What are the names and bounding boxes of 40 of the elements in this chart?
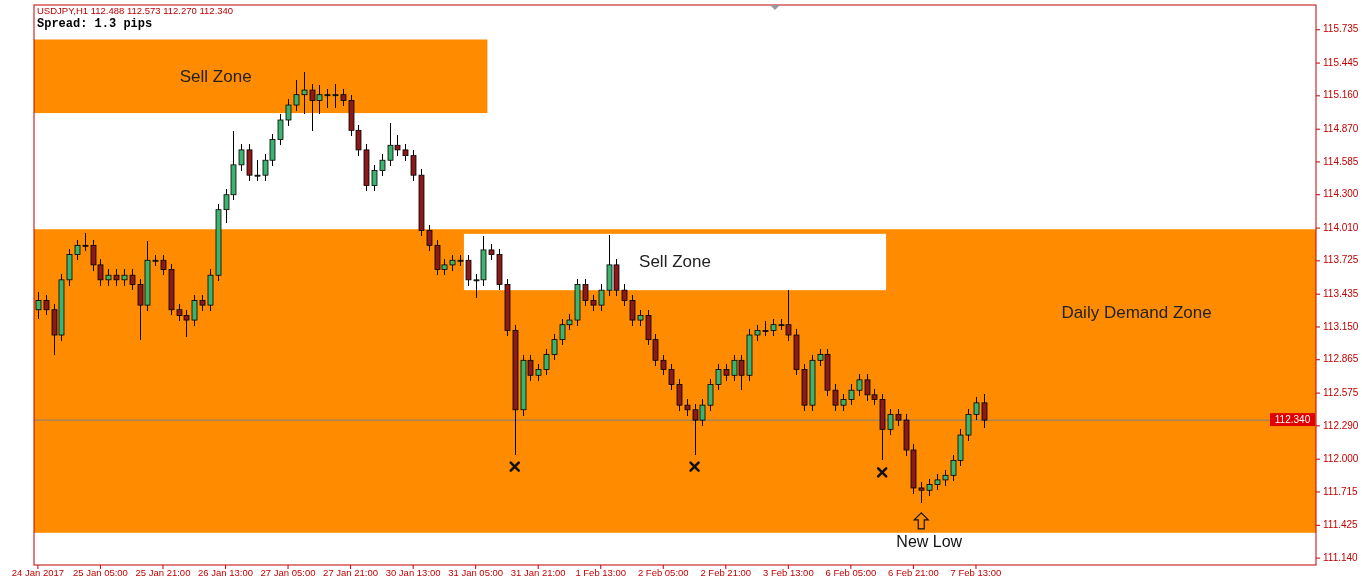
y-tick-label: 114.300 <box>1323 188 1359 200</box>
y-tick-label: 115.735 <box>1323 23 1359 35</box>
x-tick-label: 6 Feb 21:00 <box>888 567 939 578</box>
x-tick-label: 1 Feb 13:00 <box>575 567 627 578</box>
y-tick-label: 113.435 <box>1323 287 1359 299</box>
x-tick-label: 6 Feb 05:00 <box>825 567 877 578</box>
x-tick-label: 24 Jan 2017 <box>11 567 65 578</box>
x-tick-label: 7 Feb 13:00 <box>950 567 1002 578</box>
x-tick-label: 27 Jan 05:00 <box>260 567 316 578</box>
ref-line-label: 112.340 <box>1274 413 1311 425</box>
y-tick-label: 111.140 <box>1323 551 1359 563</box>
y-tick-label: 111.715 <box>1323 485 1359 497</box>
y-tick-label: 112.865 <box>1323 353 1359 365</box>
x-tick-label: 27 Jan 21:00 <box>323 567 379 578</box>
x-tick-label: 26 Jan 13:00 <box>198 567 253 578</box>
y-tick-label: 115.445 <box>1323 56 1359 68</box>
chart-title: USDJPY,H1 112.488 112.573 112.270 112.340 <box>37 5 234 16</box>
y-tick-label: 114.870 <box>1323 122 1359 134</box>
x-tick-label: 3 Feb 13:00 <box>762 567 814 578</box>
x-tick-label: 31 Jan 21:00 <box>510 567 566 578</box>
y-tick-label: 113.725 <box>1323 254 1359 266</box>
x-tick-label: 30 Jan 13:00 <box>385 567 441 578</box>
x-tick-label: 25 Jan 05:00 <box>72 567 128 578</box>
band-label: Sell Zone <box>639 252 711 272</box>
band-label: Sell Zone <box>179 66 252 86</box>
y-tick-label: 115.160 <box>1323 89 1359 101</box>
y-tick-label: 113.150 <box>1323 320 1359 332</box>
y-tick-label: 114.585 <box>1323 155 1359 167</box>
y-tick-label: 112.000 <box>1323 452 1359 464</box>
annotation: New Low <box>896 532 963 550</box>
y-tick-label: 112.290 <box>1323 419 1359 431</box>
y-tick-label: 114.010 <box>1323 221 1359 233</box>
x-tick-label: 2 Feb 05:00 <box>637 567 689 578</box>
y-tick-label: 111.425 <box>1323 518 1359 530</box>
x-tick-label: 25 Jan 21:00 <box>135 567 191 578</box>
x-tick-label: 31 Jan 05:00 <box>448 567 504 578</box>
band-label: Daily Demand Zone <box>1061 302 1212 322</box>
y-tick-label: 112.575 <box>1323 386 1359 398</box>
text: Spread: 1.3 pips <box>37 17 153 31</box>
x-tick-label: 2 Feb 21:00 <box>700 567 752 578</box>
